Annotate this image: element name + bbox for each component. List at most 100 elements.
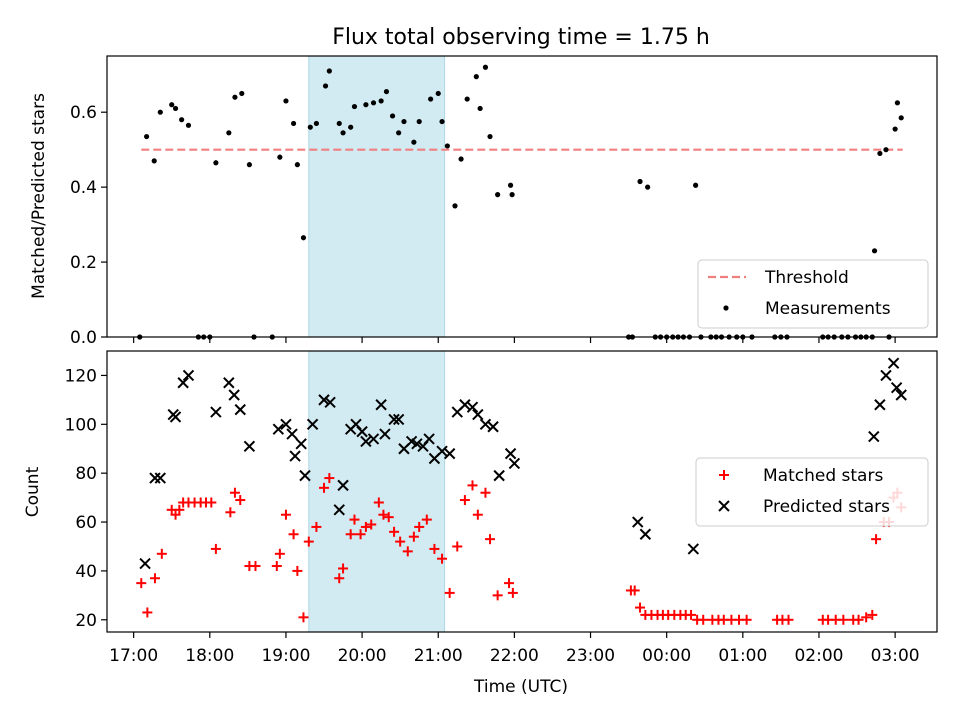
- measurement-point: [179, 117, 185, 123]
- measurement-point: [894, 100, 901, 106]
- matched-star-point: [421, 514, 432, 525]
- predicted-star-point: [286, 428, 298, 440]
- measurement-point: [151, 158, 157, 164]
- matched-star-point: [492, 590, 503, 601]
- predicted-star-point: [504, 447, 517, 460]
- predicted-star-point: [306, 418, 319, 431]
- measurement-point: [473, 74, 479, 80]
- measurement-point: [172, 105, 179, 112]
- matched-star-point: [355, 529, 366, 540]
- x-tick-label: 19:00: [261, 646, 310, 666]
- measurement-point: [883, 147, 889, 153]
- measurement-point: [277, 154, 283, 160]
- y-tick-label: 80: [75, 464, 97, 484]
- bottom-panel: 20 40 60 80 100 120 17:00 18:00 19:00 20:00 21:00 2…: [65, 350, 938, 666]
- measurement-point: [693, 182, 699, 188]
- cross-marker-b: [472, 408, 484, 421]
- cross-marker-b: [289, 450, 301, 462]
- cross-marker-b: [887, 357, 900, 369]
- measurement-point: [416, 118, 422, 125]
- matched-star-point: [459, 495, 470, 506]
- cross-marker-b: [479, 418, 492, 431]
- cross-marker-b: [411, 438, 423, 450]
- predicted-star-point: [436, 445, 448, 457]
- measurement-point: [378, 98, 384, 104]
- predicted-star-point: [234, 403, 246, 416]
- matched-star-point: [444, 587, 455, 598]
- cross-marker-b: [286, 428, 298, 440]
- predicted-star-point: [169, 411, 182, 423]
- matched-star-point: [235, 495, 246, 506]
- matched-star-point: [437, 553, 448, 564]
- cross-marker-b: [182, 369, 195, 382]
- predicted-star-point: [466, 401, 479, 413]
- y-tick-label: 120: [65, 366, 97, 386]
- series-matched-stars: [136, 473, 907, 625]
- cross-marker-b: [272, 423, 285, 435]
- observing-window-shade: [308, 350, 446, 633]
- measurement-point: [185, 122, 192, 128]
- y-tick-label: 0.0: [70, 328, 97, 348]
- cross-marker-b: [280, 418, 292, 431]
- measurement-point: [452, 203, 458, 209]
- measurement-point: [444, 143, 450, 149]
- y-tick-label: 0.4: [70, 178, 97, 198]
- measurement-point: [411, 139, 417, 145]
- cross-marker-b: [639, 528, 652, 540]
- predicted-star-point: [333, 504, 345, 516]
- cross-marker-b: [210, 406, 222, 418]
- cross-marker-b: [295, 438, 307, 450]
- x-tick-label: 21:00: [414, 646, 463, 666]
- measurement-point: [435, 90, 441, 97]
- axes-frame: [106, 55, 938, 338]
- measurement-point: [326, 68, 332, 74]
- matched-star-point: [373, 497, 384, 508]
- cross-marker-b: [880, 369, 892, 382]
- cross-marker-b: [895, 389, 907, 401]
- matched-star-point: [345, 529, 356, 540]
- matched-star-point: [414, 521, 425, 532]
- measurement-point: [213, 160, 219, 166]
- measurement-point: [892, 126, 898, 132]
- matched-star-point: [366, 519, 377, 530]
- predicted-star-point: [411, 438, 423, 450]
- matched-star-point: [838, 614, 849, 625]
- predicted-star-point: [687, 543, 700, 555]
- measurement-point: [389, 113, 396, 119]
- measurement-point: [157, 109, 163, 115]
- cross-marker-b: [333, 504, 345, 516]
- measurement-point: [396, 130, 402, 136]
- matched-star-point: [274, 548, 285, 559]
- legend-cross-swatch-b: [718, 500, 730, 512]
- predicted-star-point: [887, 357, 900, 369]
- measurement-point: [898, 115, 904, 121]
- predicted-star-point: [289, 450, 301, 462]
- measurement-point: [439, 118, 445, 125]
- matched-star-point: [360, 521, 371, 532]
- cross-marker-b: [687, 543, 700, 555]
- measurement-point: [313, 120, 320, 127]
- predicted-star-point: [324, 396, 336, 409]
- legend-entry-label: Threshold: [764, 268, 849, 288]
- matched-star-point: [629, 585, 640, 596]
- predicted-star-point: [639, 528, 652, 540]
- matched-star-point: [861, 612, 872, 623]
- matched-star-point: [206, 497, 217, 508]
- cross-marker-b: [154, 472, 167, 484]
- measurement-point: [458, 156, 464, 162]
- x-tick-label: 03:00: [871, 646, 920, 666]
- predicted-star-point: [243, 440, 256, 453]
- measurement-point: [232, 94, 238, 100]
- cross-marker-b: [306, 418, 319, 431]
- matched-star-point: [338, 563, 349, 574]
- cross-marker-b: [367, 433, 380, 445]
- predicted-star-point: [890, 381, 903, 394]
- predicted-star-point: [295, 438, 307, 450]
- matched-star-point: [635, 602, 646, 613]
- measurement-point: [239, 90, 245, 97]
- observing-window-shade: [308, 55, 446, 338]
- predicted-star-point: [223, 377, 235, 389]
- matched-star-point: [686, 609, 697, 620]
- matched-star-point: [349, 514, 360, 525]
